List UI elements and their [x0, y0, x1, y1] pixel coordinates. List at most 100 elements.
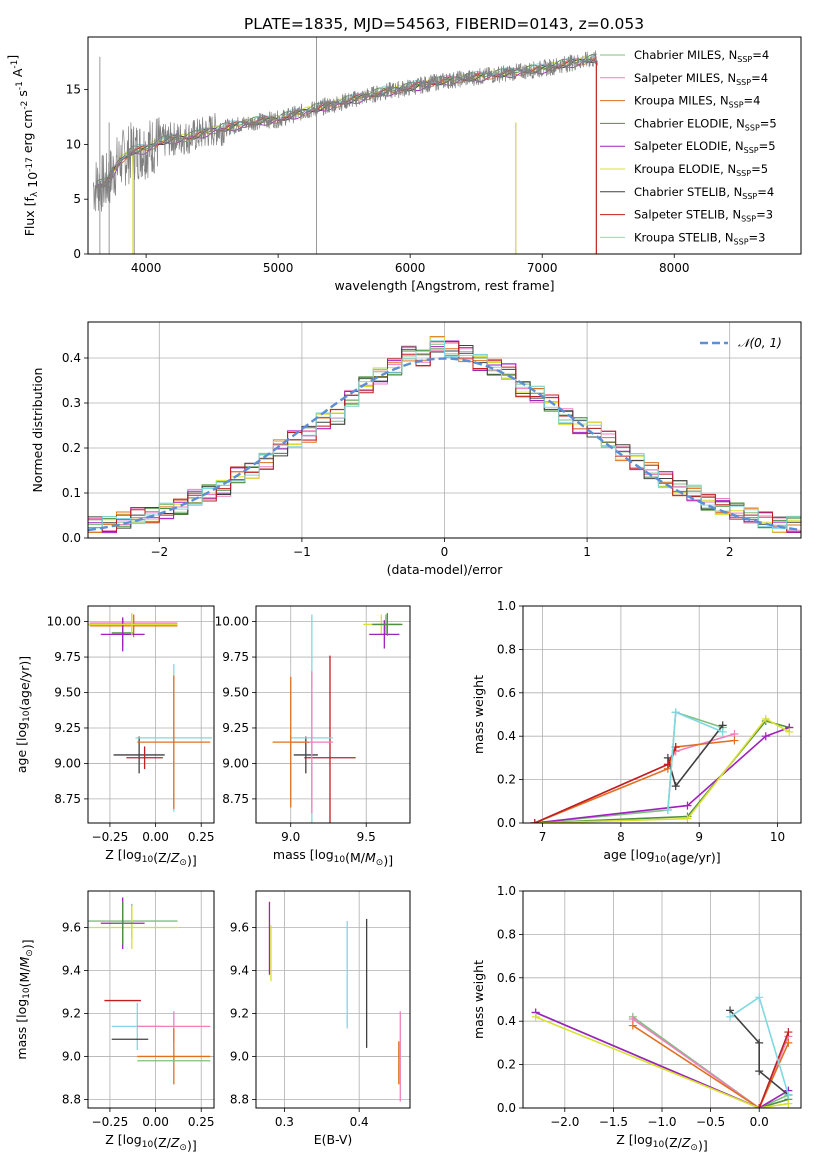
y-tick-label: 0.3 — [62, 396, 81, 410]
label-part: mass [ — [14, 1018, 29, 1060]
panel-3: −0.25 0.00 0.25 8.75 9.00 9.25 9.50 9.75 10.00 Z … — [14, 605, 215, 868]
legend-text: Kroupa STELIB, N — [634, 230, 734, 244]
label-sub: ⊙ — [25, 949, 35, 957]
observed-spectrum-line — [92, 50, 598, 212]
legend-label: Kroupa MILES, NSSP=4 — [634, 94, 760, 110]
x-axis-label: mass [log10(M/M⊙)] — [273, 847, 393, 868]
label-part: log — [14, 722, 29, 741]
label-part: Z — [170, 1135, 180, 1150]
data-point-marker — [784, 1038, 793, 1047]
label-sub: ⊙ — [179, 1143, 187, 1153]
label-part: Z — [170, 850, 180, 865]
x-tick-label: 8000 — [659, 261, 690, 275]
y-tick-label: 9.50 — [54, 686, 81, 700]
y-tick-label: 9.6 — [230, 921, 249, 935]
y-tick-label: 0.2 — [62, 441, 81, 455]
model-line-salpeter-stelib — [95, 58, 597, 188]
legend-text: Chabrier STELIB, N — [634, 185, 742, 199]
y-tick-label: 9.25 — [222, 721, 249, 735]
axes-frame — [255, 890, 411, 1109]
label-part: Z [ — [616, 1132, 633, 1147]
label-sub: 10 — [22, 710, 32, 722]
legend-suffix: =5 — [759, 139, 776, 153]
x-tick-label: 6000 — [395, 261, 426, 275]
label-part: )] — [20, 939, 35, 949]
label-part: s — [15, 90, 30, 101]
legend-text: Kroupa ELODIE, N — [634, 162, 736, 176]
label-part: ] — [5, 55, 20, 60]
label-sub: 10 — [142, 855, 154, 865]
legend-suffix: =4 — [757, 185, 774, 199]
data-point-marker — [755, 1104, 764, 1108]
x-tick-label: −0.25 — [92, 830, 129, 844]
legend-suffix: =4 — [744, 94, 761, 108]
x-tick-label: 0.25 — [188, 830, 215, 844]
x-tick-label: 9.0 — [281, 830, 300, 844]
y-tick-label: 9.00 — [54, 756, 81, 770]
y-tick-label: 9.4 — [230, 963, 249, 977]
model-line-salpeter-elodie — [95, 58, 597, 186]
series-line-chabrier-stelib — [729, 1009, 789, 1096]
x-axis-label: Z [log10(Z/Z⊙)] — [616, 1132, 707, 1153]
x-tick-label: −1.5 — [599, 1115, 628, 1129]
y-tick-label: 0.8 — [497, 927, 516, 941]
series-line-kroupa-elodie — [534, 717, 790, 823]
label-part: Normed distribution — [30, 368, 45, 493]
y-tick-label: 0.4 — [497, 729, 516, 743]
y-axis-label: mass [log10(M/M⊙)] — [14, 939, 35, 1059]
legend-sub: SSP — [737, 55, 752, 64]
data-point-marker — [683, 814, 692, 823]
legend-text: Chabrier ELODIE, N — [634, 116, 745, 130]
panel-7: 0.3 0.4 8.8 9.0 9.2 9.4 9.6 E(B-V) — [230, 890, 411, 1147]
y-tick-label: 15 — [66, 83, 81, 97]
label-sub: 10 — [653, 1140, 665, 1150]
y-tick-label: 0.0 — [497, 1101, 516, 1115]
legend-label: 𝒩(0, 1) — [738, 336, 782, 350]
label-part: (Z/ — [664, 1135, 682, 1150]
y-tick-label: 0.6 — [497, 971, 516, 985]
label-part: M — [17, 957, 32, 968]
legend-label: Salpeter STELIB, NSSP=3 — [634, 208, 773, 224]
panel-8: −2.0 −1.5 −1.0 −0.5 0.0 0.0 0.2 0.4 0.6 0.8 1.0 Z [… — [471, 884, 802, 1153]
label-sub: ⊙ — [376, 858, 384, 868]
y-axis-label: age [log10(age/yr)] — [14, 656, 32, 773]
x-tick-label: 0.0 — [750, 1115, 769, 1129]
y-tick-label: 0.4 — [62, 351, 81, 365]
axes-frame — [87, 36, 802, 255]
data-point-marker — [531, 1012, 540, 1021]
x-tick-label: 5000 — [263, 261, 294, 275]
data-point-marker — [663, 805, 672, 814]
data-point-marker — [663, 760, 672, 769]
data-point-marker — [683, 801, 692, 810]
y-tick-label: 0.2 — [497, 1058, 516, 1072]
y-axis-label: Normed distribution — [30, 368, 45, 493]
label-part: mass weight — [471, 960, 486, 1039]
label-part: erg cm — [20, 110, 35, 158]
y-tick-label: 9.50 — [222, 686, 249, 700]
legend-label: Kroupa STELIB, NSSP=3 — [634, 230, 765, 246]
legend-sub: SSP — [745, 123, 760, 132]
y-tick-label: 8.8 — [230, 1092, 249, 1106]
data-point-marker — [628, 1021, 637, 1030]
panel-1: 4000 5000 6000 7000 8000 0 5 10 15 wavelength [An… — [5, 36, 802, 293]
x-tick-label: 7000 — [527, 261, 558, 275]
data-point-marker — [784, 1099, 793, 1108]
data-point-marker — [755, 1038, 764, 1047]
series-line-salpeter-stelib — [758, 1031, 790, 1108]
data-point-marker — [785, 727, 794, 736]
panel-6: −0.25 0.00 0.258.89.09.29.49.6Z [log10(Z/Z… — [14, 890, 215, 1153]
data-point-marker — [784, 1090, 793, 1099]
data-point-marker — [755, 1067, 764, 1076]
label-part: (M/ — [17, 967, 32, 988]
y-tick-label: 10.00 — [47, 615, 81, 629]
legend-sub: SSP — [744, 146, 759, 155]
label-part: (age/yr)] — [666, 850, 721, 865]
model-line-chabrier-miles — [95, 58, 597, 188]
y-tick-label: 9.75 — [222, 650, 249, 664]
label-part: Flux [f — [22, 196, 37, 236]
data-point-marker — [784, 1028, 793, 1037]
data-point-marker — [671, 782, 680, 791]
axes-frame — [87, 605, 215, 824]
figure-title: PLATE=1835, MJD=54563, FIBERID=0143, z=0… — [244, 15, 644, 33]
label-sub: ⊙ — [690, 1143, 698, 1153]
